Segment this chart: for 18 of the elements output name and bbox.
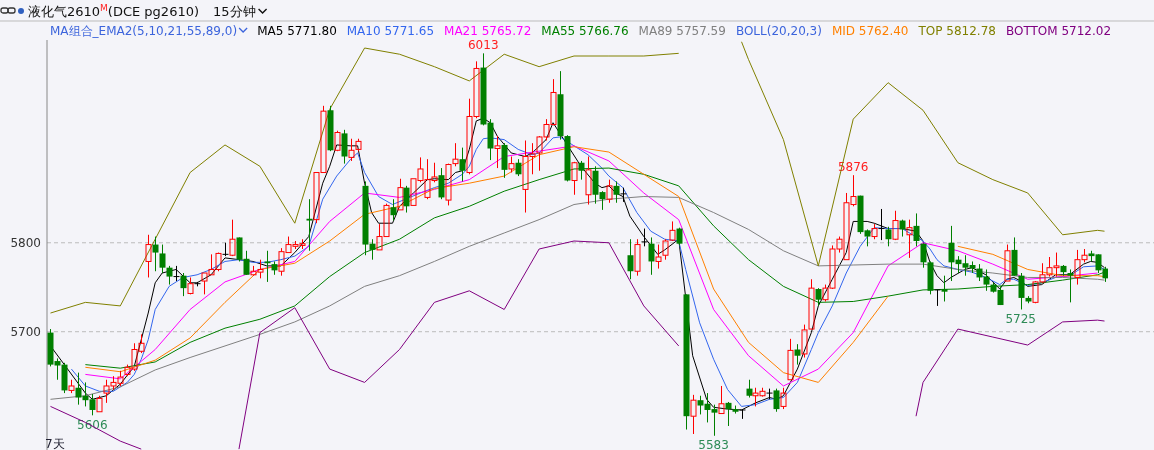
legend-item: MA5 5771.80 xyxy=(257,24,337,38)
legend-item: MA89 5757.59 xyxy=(638,24,726,38)
title: 液化气2610$^{M}$(DCE pg2610) xyxy=(28,3,200,19)
legend-item: BOTTOM 5712.02 xyxy=(1005,24,1112,38)
annotation: 5583 xyxy=(698,438,729,450)
legend-item: TOP 5812.78 xyxy=(918,24,996,38)
annotation: 5725 xyxy=(1005,312,1036,327)
annotation: 6013 xyxy=(468,38,499,53)
legend-title: MA组合_EMA2(5,10,21,55,89,0) xyxy=(50,24,238,38)
legend-item: MID 5762.40 xyxy=(831,24,909,38)
ytick-label: 5700 xyxy=(10,324,41,339)
subtitle: 15分钟 xyxy=(213,4,256,19)
legend-item: MA10 5771.65 xyxy=(346,24,435,38)
ytick-label: 5800 xyxy=(10,235,41,250)
legend-item: MA21 5765.72 xyxy=(444,24,532,38)
annotation: 7天 xyxy=(45,437,65,450)
legend-item: MA55 5766.76 xyxy=(541,24,629,38)
annotation: BOLL(20,20,3) xyxy=(735,24,822,38)
